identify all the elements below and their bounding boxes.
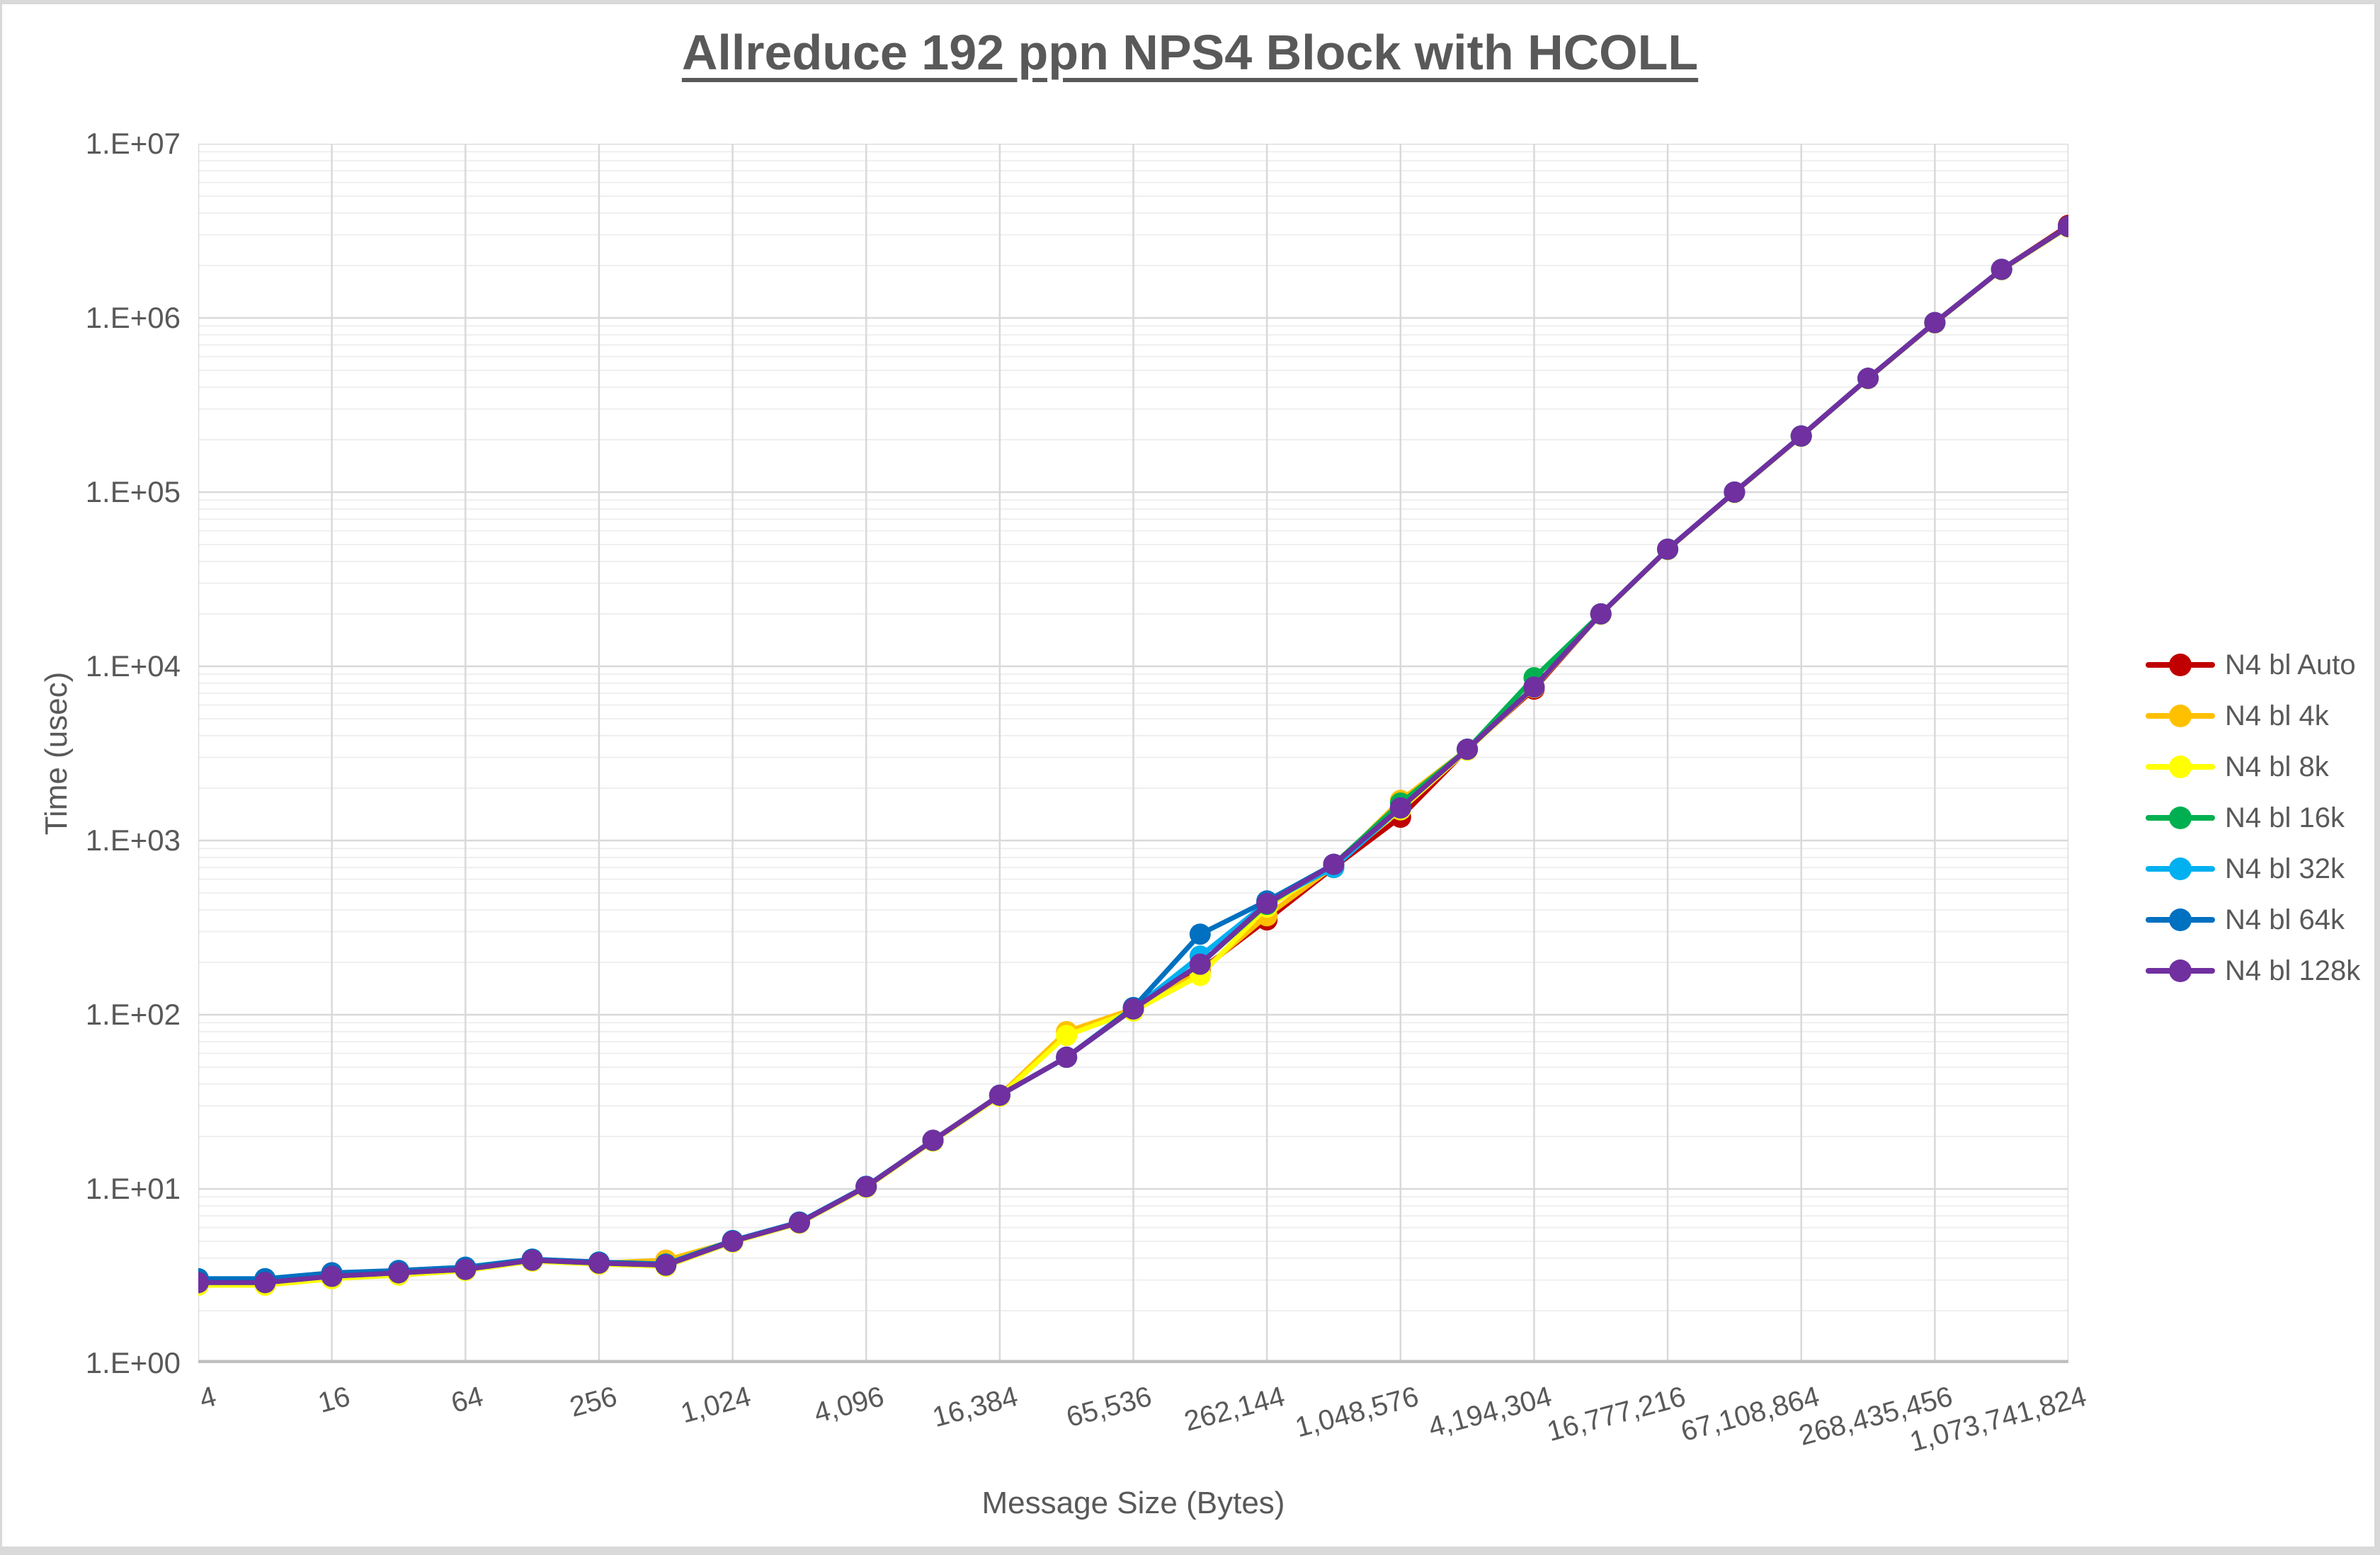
legend-item-n4-bl-8k[interactable]: N4 bl 8k — [2146, 741, 2379, 792]
data-point-n4-bl-128k[interactable] — [855, 1175, 877, 1197]
chart-title-text: Allreduce 192 ppn NPS4 Block with HCOLL — [681, 25, 1699, 80]
data-point-n4-bl-128k[interactable] — [1991, 258, 2012, 280]
legend-item-n4-bl-auto[interactable]: N4 bl Auto — [2146, 639, 2379, 690]
y-tick-label: 1.E+07 — [85, 127, 181, 160]
legend-item-n4-bl-4k[interactable]: N4 bl 4k — [2146, 690, 2379, 741]
data-point-n4-bl-128k[interactable] — [387, 1262, 409, 1284]
legend: N4 bl Auto N4 bl 4k N4 bl 8k N4 bl 16k N… — [2146, 639, 2379, 996]
data-point-n4-bl-128k[interactable] — [1724, 482, 1746, 503]
window-frame-right — [2374, 0, 2380, 1555]
y-tick-label: 1.E+03 — [85, 824, 181, 857]
data-point-n4-bl-128k[interactable] — [1857, 368, 1879, 389]
window-frame-top — [0, 0, 2380, 4]
data-point-n4-bl-128k[interactable] — [1122, 998, 1144, 1020]
plot-area[interactable] — [198, 144, 2068, 1363]
data-point-n4-bl-128k[interactable] — [1323, 853, 1345, 875]
legend-marker-n4-bl-16k — [2146, 807, 2215, 829]
data-point-n4-bl-128k[interactable] — [2058, 215, 2068, 237]
y-tick-label: 1.E+02 — [85, 998, 181, 1031]
data-point-n4-bl-128k[interactable] — [455, 1258, 477, 1280]
data-point-n4-bl-128k[interactable] — [588, 1252, 610, 1274]
data-point-n4-bl-128k[interactable] — [1457, 739, 1479, 761]
data-point-n4-bl-8k[interactable] — [1056, 1025, 1078, 1047]
data-point-n4-bl-128k[interactable] — [1523, 676, 1545, 698]
legend-label: N4 bl Auto — [2225, 649, 2356, 680]
data-point-n4-bl-128k[interactable] — [321, 1265, 343, 1287]
y-tick-label: 1.E+00 — [85, 1346, 181, 1379]
series-n4-bl-128k[interactable] — [198, 215, 2068, 1294]
data-point-n4-bl-128k[interactable] — [788, 1212, 810, 1234]
data-point-n4-bl-128k[interactable] — [1189, 953, 1211, 975]
legend-label: N4 bl 32k — [2225, 853, 2345, 884]
major-gridlines — [198, 144, 2068, 1363]
chart-title: Allreduce 192 ppn NPS4 Block with HCOLL — [0, 24, 2380, 81]
data-point-n4-bl-64k[interactable] — [1189, 923, 1211, 945]
y-tick-label: 1.E+05 — [85, 475, 181, 508]
data-point-n4-bl-128k[interactable] — [1256, 892, 1278, 914]
legend-label: N4 bl 64k — [2225, 904, 2345, 935]
legend-marker-n4-bl-128k — [2146, 959, 2215, 982]
y-axis-title: Time (usec) — [39, 671, 74, 836]
data-point-n4-bl-128k[interactable] — [1657, 538, 1679, 560]
y-tick-label: 1.E+04 — [85, 649, 181, 683]
legend-marker-n4-bl-32k — [2146, 858, 2215, 880]
data-point-n4-bl-128k[interactable] — [198, 1272, 209, 1294]
legend-marker-n4-bl-auto — [2146, 654, 2215, 676]
y-tick-label: 1.E+01 — [85, 1172, 181, 1205]
data-point-n4-bl-128k[interactable] — [521, 1249, 543, 1271]
legend-marker-n4-bl-8k — [2146, 756, 2215, 778]
legend-item-n4-bl-32k[interactable]: N4 bl 32k — [2146, 843, 2379, 894]
legend-marker-n4-bl-64k — [2146, 908, 2215, 931]
legend-item-n4-bl-16k[interactable]: N4 bl 16k — [2146, 792, 2379, 843]
legend-item-n4-bl-64k[interactable]: N4 bl 64k — [2146, 894, 2379, 945]
data-point-n4-bl-128k[interactable] — [922, 1129, 944, 1151]
data-point-n4-bl-128k[interactable] — [989, 1084, 1010, 1106]
data-point-n4-bl-128k[interactable] — [1790, 425, 1812, 447]
legend-label: N4 bl 16k — [2225, 802, 2345, 833]
window-frame-bottom — [0, 1547, 2380, 1555]
legend-label: N4 bl 128k — [2225, 955, 2361, 986]
data-point-n4-bl-128k[interactable] — [1056, 1047, 1078, 1069]
data-point-n4-bl-128k[interactable] — [1924, 312, 1946, 334]
data-point-n4-bl-128k[interactable] — [655, 1254, 677, 1276]
legend-marker-n4-bl-4k — [2146, 705, 2215, 727]
legend-label: N4 bl 4k — [2225, 700, 2329, 731]
y-tick-label: 1.E+06 — [85, 301, 181, 334]
legend-item-n4-bl-128k[interactable]: N4 bl 128k — [2146, 945, 2379, 996]
window-frame-left — [0, 0, 2, 1555]
data-point-n4-bl-128k[interactable] — [254, 1272, 276, 1294]
data-point-n4-bl-128k[interactable] — [722, 1231, 744, 1253]
x-axis-title: Message Size (Bytes) — [981, 1486, 1285, 1520]
data-point-n4-bl-128k[interactable] — [1590, 603, 1612, 625]
legend-label: N4 bl 8k — [2225, 751, 2329, 782]
data-point-n4-bl-128k[interactable] — [1389, 797, 1411, 819]
